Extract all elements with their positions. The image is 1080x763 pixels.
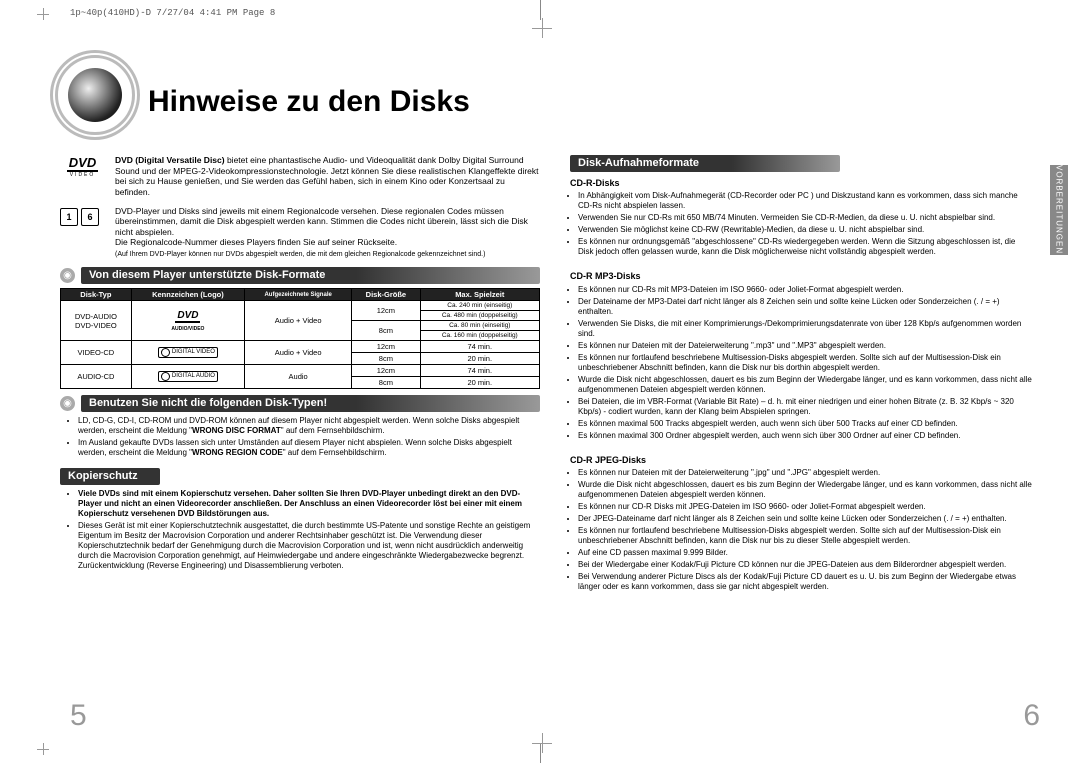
region-icon-1: 1 — [60, 208, 78, 226]
th-disktyp: Disk-Typ — [61, 289, 132, 301]
section-rec-title: Disk-Aufnahmeformate — [570, 155, 840, 172]
mp3-b6: Wurde die Disk nicht abgeschlossen, daue… — [578, 375, 1032, 395]
cell-dvd-logo: DVDAUDIO/VIDEO — [131, 301, 244, 341]
jpeg-b2: Wurde die Disk nicht abgeschlossen, daue… — [578, 480, 1032, 500]
cell-dvd-type: DVD-AUDIO DVD-VIDEO — [61, 301, 132, 341]
mp3-heading: CD-R MP3-Disks — [570, 271, 1032, 282]
disc-bullet-icon-2: ◉ — [60, 396, 75, 411]
jpeg-b4: Der JPEG-Dateiname darf nicht länger als… — [578, 514, 1032, 524]
intro2-b: Die Regionalcode-Nummer dieses Players f… — [115, 237, 397, 247]
wrong-item-2: Im Ausland gekaufte DVDs lassen sich unt… — [78, 438, 540, 458]
mp3-b5: Es können nur fortlaufend beschriebene M… — [578, 353, 1032, 373]
cell-acd-74: 74 min. — [420, 365, 539, 377]
cell-dvd-sig: Audio + Video — [245, 301, 352, 341]
cell-dvd-480: Ca. 480 min (doppelseitig) — [420, 311, 539, 321]
cell-dvd-160: Ca. 160 min (doppelseitig) — [420, 331, 539, 341]
intro2-c: (Auf Ihrem DVD-Player können nur DVDs ab… — [115, 251, 485, 258]
mp3-b3: Verwenden Sie Disks, die mit einer Kompr… — [578, 319, 1032, 339]
disc-bullet-icon: ◉ — [60, 268, 75, 283]
crop-mark-bl — [33, 739, 53, 759]
crop-mark-bottom — [540, 743, 541, 763]
cdr-b3: Verwenden Sie möglichst keine CD-RW (Rew… — [578, 225, 1032, 235]
wrong-item-1: LD, CD-G, CD-I, CD-ROM und DVD-ROM könne… — [78, 416, 540, 436]
cell-vcd-sig: Audio + Video — [245, 341, 352, 365]
mp3-b8: Es können maximal 500 Tracks abgespielt … — [578, 419, 1032, 429]
wrong-1c: " auf dem Fernsehbildschirm. — [281, 426, 385, 435]
cell-acd-type: AUDIO-CD — [61, 365, 132, 389]
intro-dvd: DVD VIDEO DVD (Digital Versatile Disc) b… — [60, 155, 540, 198]
cell-acd-8: 8cm — [352, 377, 420, 389]
jpeg-heading: CD-R JPEG-Disks — [570, 455, 1032, 466]
page-title: Hinweise zu den Disks — [148, 85, 470, 119]
cell-vcd-12: 12cm — [352, 341, 420, 353]
cell-vcd-20: 20 min. — [420, 353, 539, 365]
cdr-b2: Verwenden Sie nur CD-Rs mit 650 MB/74 Mi… — [578, 213, 1032, 223]
mp3-b1: Es können nur CD-Rs mit MP3-Dateien im I… — [578, 285, 1032, 295]
cdr-b1: In Abhängigkeit vom Disk-Aufnahmegerät (… — [578, 191, 1032, 211]
th-logo: Kennzeichen (Logo) — [131, 289, 244, 301]
cell-acd-12: 12cm — [352, 365, 420, 377]
cell-acd-logo: DIGITAL AUDIO — [131, 365, 244, 389]
section-wrong-content: LD, CD-G, CD-I, CD-ROM und DVD-ROM könne… — [60, 416, 540, 458]
mp3-b9: Es können maximal 300 Ordner abgespielt … — [578, 431, 1032, 441]
cell-dvd-80: Ca. 80 min (einseitig) — [420, 321, 539, 331]
section-copy-title: Kopierschutz — [60, 468, 160, 485]
cell-vcd-type: VIDEO-CD — [61, 341, 132, 365]
registration-mark-top — [532, 18, 552, 38]
section-wrong-title: Benutzen Sie nicht die folgenden Disk-Ty… — [81, 395, 540, 412]
cell-dvd-240: Ca. 240 min (einseitig) — [420, 301, 539, 311]
intro-text-2: DVD-Player und Disks sind jeweils mit ei… — [115, 206, 540, 260]
cell-vcd-8: 8cm — [352, 353, 420, 365]
th-spielzeit: Max. Spielzeit — [420, 289, 539, 301]
jpeg-b8: Bei Verwendung anderer Picture Discs als… — [578, 572, 1032, 592]
dvd-logo-icon: DVD — [67, 155, 98, 172]
cell-acd-20: 20 min. — [420, 377, 539, 389]
jpeg-b5: Es können nur fortlaufend beschriebene M… — [578, 526, 1032, 546]
wrong-1b: WRONG DISC FORMAT — [192, 426, 281, 435]
cdr-b4: Es können nur ordnungsgemäß "abgeschloss… — [578, 237, 1032, 257]
th-groesse: Disk-Größe — [352, 289, 420, 301]
cell-acd-sig: Audio — [245, 365, 352, 389]
intro-bold: DVD (Digital Versatile Disc) — [115, 155, 225, 165]
page-spread: Hinweise zu den Disks DVD VIDEO DVD (Dig… — [60, 55, 1050, 723]
page-left: Hinweise zu den Disks DVD VIDEO DVD (Dig… — [60, 55, 540, 723]
formats-table: Disk-Typ Kennzeichen (Logo) Aufgezeichne… — [60, 288, 540, 389]
crop-mark-top — [540, 0, 541, 20]
registration-mark-bottom — [532, 733, 552, 753]
cdr-heading: CD-R-Disks — [570, 178, 1032, 189]
wrong-2b: WRONG REGION CODE — [192, 448, 283, 457]
mp3-b4: Es können nur Dateien mit der Dateierwei… — [578, 341, 1032, 351]
copy-item-1: Viele DVDs sind mit einem Kopierschutz v… — [78, 489, 540, 519]
wrong-2c: " auf dem Fernsehbildschirm. — [283, 448, 387, 457]
page-number-right: 6 — [1023, 699, 1040, 733]
cell-dvd-12: 12cm — [352, 301, 420, 321]
section-formats-title: Von diesem Player unterstützte Disk-Form… — [81, 267, 540, 284]
mp3-b7: Bei Dateien, die im VBR-Format (Variable… — [578, 397, 1032, 417]
dvd-logo-sub: VIDEO — [60, 172, 105, 178]
mp3-b2: Der Dateiname der MP3-Datei darf nicht l… — [578, 297, 1032, 317]
page-number-left: 5 — [70, 699, 87, 733]
jpeg-b6: Auf eine CD passen maximal 9.999 Bilder. — [578, 548, 1032, 558]
region-icon-6: 6 — [81, 208, 99, 226]
cell-vcd-74: 74 min. — [420, 341, 539, 353]
th-signale: Aufgezeichnete Signale — [245, 289, 352, 301]
jpeg-b1: Es können nur Dateien mit der Dateierwei… — [578, 468, 1032, 478]
intro-text-1: DVD (Digital Versatile Disc) bietet eine… — [115, 155, 540, 198]
cell-vcd-logo: DIGITAL VIDEO — [131, 341, 244, 365]
copy-item-2: Dieses Gerät ist mit einer Kopierschutzt… — [78, 521, 540, 571]
crop-mark-tl — [33, 4, 53, 24]
section-copy-content: Viele DVDs sind mit einem Kopierschutz v… — [60, 489, 540, 571]
jpeg-b7: Bei der Wiedergabe einer Kodak/Fuji Pict… — [578, 560, 1032, 570]
intro2-a: DVD-Player und Disks sind jeweils mit ei… — [115, 206, 528, 237]
page-right: VORBEREITUNGEN Disk-Aufnahmeformate CD-R… — [570, 55, 1050, 723]
header-meta: 1p~40p(410HD)-D 7/27/04 4:41 PM Page 8 — [70, 8, 275, 18]
side-tab: VORBEREITUNGEN — [1050, 165, 1068, 255]
speaker-icon — [50, 50, 140, 140]
section-rec-content: CD-R-Disks In Abhängigkeit vom Disk-Aufn… — [570, 178, 1032, 592]
jpeg-b3: Es können nur CD-R Disks mit JPEG-Dateie… — [578, 502, 1032, 512]
intro-region: 1 6 DVD-Player und Disks sind jeweils mi… — [60, 206, 540, 260]
cell-dvd-8: 8cm — [352, 321, 420, 341]
